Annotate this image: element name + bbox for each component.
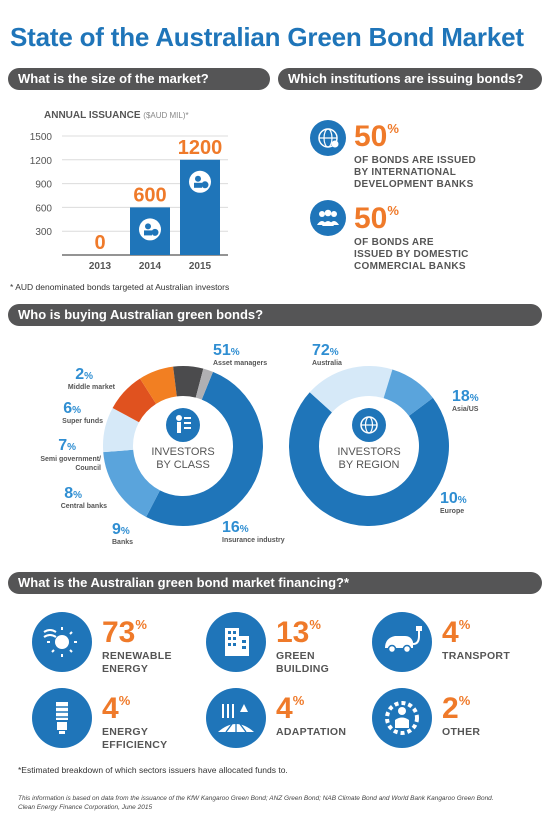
donut-slice — [309, 366, 393, 413]
farm-icon — [206, 688, 266, 748]
issuance-bar-chart: 300 600 900 1200 1500 0 2013 600 2014 1200 2015 — [30, 132, 228, 272]
money-person-icon — [189, 170, 211, 193]
financing-label: OTHER — [442, 726, 481, 738]
slice-label-australia: 72% Australia — [312, 342, 342, 367]
y-tick-label: 600 — [35, 203, 52, 214]
section-header-institutions: Which institutions are issuing bonds? — [278, 68, 542, 90]
institution-2-text: OF BONDS ARE ISSUED BY DOMESTIC COMMERCIAL… — [354, 237, 469, 272]
donut-slice — [139, 366, 177, 404]
money-person-icon — [139, 218, 161, 241]
section-header-financing: What is the Australian green bond market… — [8, 572, 542, 594]
class-donut-label: INVESTORS BY CLASS — [151, 446, 215, 471]
institution-1-text: OF BONDS ARE ISSUED BY INTERNATIONAL DEVEL… — [354, 155, 477, 190]
x-tick-label: 2013 — [89, 261, 112, 272]
donut-slice — [102, 407, 140, 453]
investor-donut-charts — [102, 366, 449, 526]
donut-slice — [103, 449, 160, 517]
financing-percent: 13% — [276, 616, 321, 649]
slice-label-middle-market: 2% Middle market — [67, 366, 115, 391]
icon-body — [194, 182, 202, 188]
region-donut-label: INVESTORS BY REGION — [337, 446, 401, 471]
icon-coin — [151, 228, 159, 236]
y-tick-label: 300 — [35, 227, 52, 238]
sun-wind-icon — [32, 612, 92, 672]
y-tick-label: 1500 — [30, 132, 53, 143]
financing-label: TRANSPORT — [442, 650, 511, 662]
slice-label-central-banks: 8% Central banks — [60, 485, 107, 510]
donut-slice — [146, 371, 263, 526]
slice-label-insurance: 16% Insurance industry — [222, 519, 285, 544]
icon-body — [144, 230, 152, 236]
issuance-footnote: * AUD denominated bonds targeted at Aust… — [10, 282, 230, 292]
globe-icon — [310, 120, 346, 156]
slice-label-super-funds: 6% Super funds — [62, 400, 103, 425]
section-header-buyers: Who is buying Australian green bonds? — [8, 304, 542, 326]
source-note: This information is based on data from t… — [18, 795, 494, 811]
donut-slice — [195, 368, 213, 400]
x-tick-label: 2014 — [139, 261, 162, 272]
light-bulb-icon — [32, 688, 92, 748]
slice-label-semi-government: 7% Semi government/ Council — [40, 437, 101, 472]
y-tick-label: 1200 — [30, 156, 53, 167]
financing-percent: 4% — [276, 692, 305, 725]
x-tick-label: 2015 — [189, 261, 212, 272]
region-globe-icon — [352, 408, 386, 442]
donut-slice — [383, 369, 433, 416]
issuance-unit: ($AUD MIL)* — [143, 111, 189, 120]
icon-coin — [201, 181, 209, 189]
building-icon — [206, 612, 266, 672]
icon-head — [195, 175, 201, 182]
y-tick-label: 900 — [35, 180, 52, 191]
section-header-size: What is the size of the market? — [8, 68, 270, 90]
financing-label: GREEN BUILDING — [276, 650, 330, 675]
slice-label-banks: 9% Banks — [112, 521, 134, 546]
financing-percent: 4% — [442, 616, 471, 649]
slice-label-asia-us: 18% Asia/US — [452, 388, 479, 413]
bar-value-label: 0 — [94, 232, 105, 254]
page-title: State of the Australian Green Bond Marke… — [10, 22, 524, 52]
people-icon — [310, 200, 346, 236]
institution-1-percent: 50% — [354, 120, 399, 153]
issuance-chart-title: ANNUAL ISSUANCE ($AUD MIL)* — [44, 110, 189, 121]
financing-percent: 73% — [102, 616, 147, 649]
gear-person-icon — [372, 688, 432, 748]
donut-slice — [173, 366, 204, 398]
bar-value-label: 1200 — [178, 137, 223, 159]
icon-head — [145, 223, 151, 230]
issuance-label: ANNUAL ISSUANCE — [44, 110, 141, 121]
financing-percent: 4% — [102, 692, 131, 725]
slice-label-europe: 10% Europe — [440, 490, 467, 515]
donut-slice — [112, 378, 157, 423]
financing-label: ADAPTATION — [276, 726, 347, 738]
financing-note: *Estimated breakdown of which sectors is… — [18, 765, 288, 775]
bar-value-label: 600 — [133, 184, 166, 206]
slice-label-asset-managers: 51% Asset managers — [213, 342, 268, 367]
financing-label: RENEWABLE ENERGY — [102, 650, 172, 675]
electric-car-icon — [372, 612, 432, 672]
donut-slice — [289, 392, 449, 526]
institution-2-percent: 50% — [354, 202, 399, 235]
investor-person-icon — [166, 408, 200, 442]
financing-label: ENERGY EFFICIENCY — [102, 726, 168, 751]
financing-percent: 2% — [442, 692, 471, 725]
